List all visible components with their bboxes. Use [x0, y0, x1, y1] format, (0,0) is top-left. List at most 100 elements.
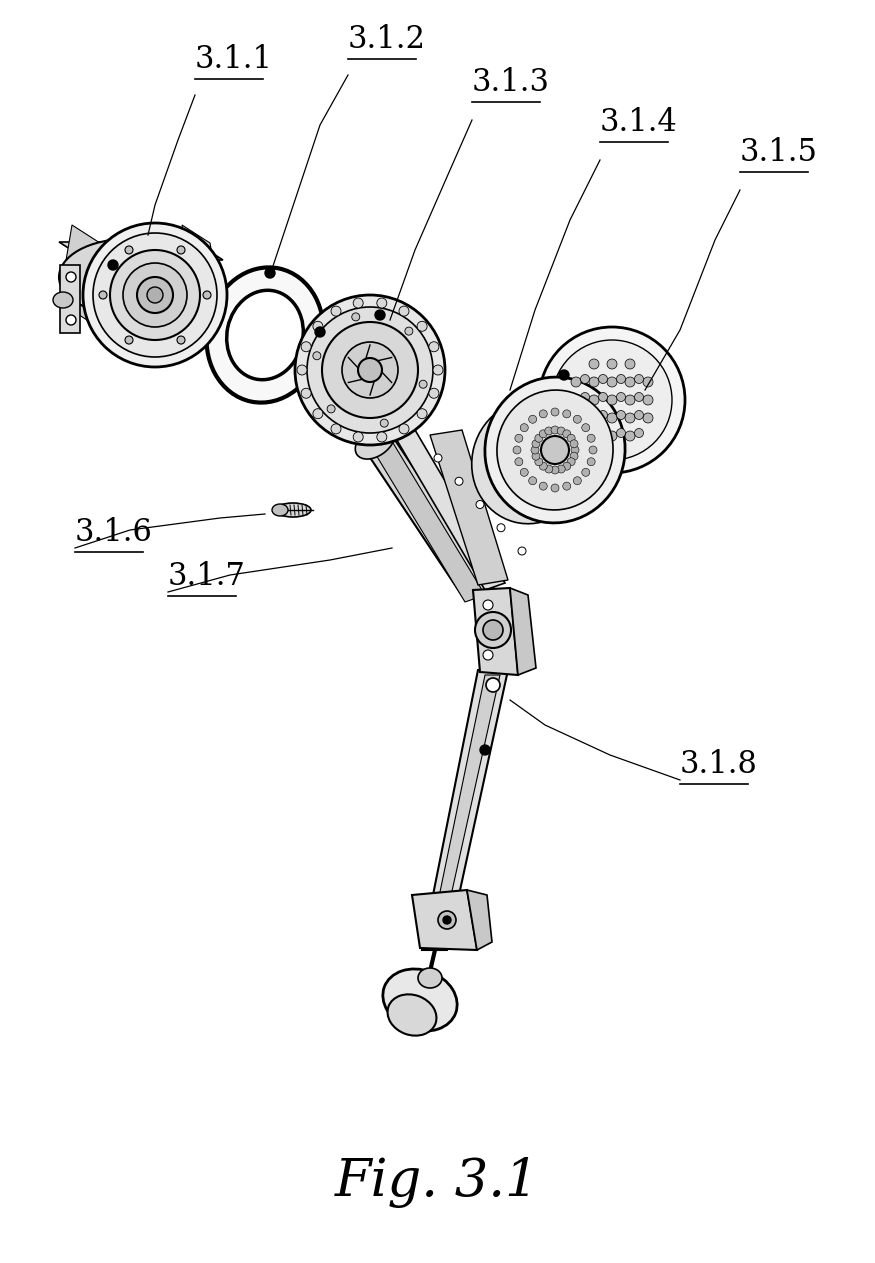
Circle shape: [419, 380, 427, 388]
Circle shape: [557, 465, 565, 474]
Circle shape: [535, 434, 542, 442]
Polygon shape: [412, 890, 477, 950]
Circle shape: [567, 457, 575, 466]
Text: 3.1.5: 3.1.5: [740, 136, 818, 168]
Circle shape: [573, 476, 581, 485]
Text: 3.1.2: 3.1.2: [348, 24, 426, 56]
Circle shape: [563, 462, 570, 470]
Polygon shape: [59, 225, 100, 320]
Circle shape: [381, 419, 388, 427]
Text: 3.1.1: 3.1.1: [195, 44, 273, 75]
Ellipse shape: [53, 292, 73, 308]
Circle shape: [571, 446, 579, 453]
Ellipse shape: [355, 424, 395, 458]
Circle shape: [589, 395, 599, 405]
Circle shape: [625, 359, 635, 369]
Circle shape: [313, 409, 323, 419]
Circle shape: [531, 446, 539, 453]
Circle shape: [587, 434, 595, 442]
Circle shape: [497, 524, 505, 532]
Ellipse shape: [322, 322, 418, 418]
Circle shape: [327, 405, 335, 413]
Text: 3.1.3: 3.1.3: [472, 67, 550, 99]
Circle shape: [480, 745, 490, 755]
Circle shape: [417, 409, 427, 419]
Ellipse shape: [295, 296, 445, 445]
Circle shape: [443, 916, 451, 925]
Circle shape: [331, 306, 341, 316]
Circle shape: [559, 370, 569, 380]
Ellipse shape: [59, 239, 195, 314]
Ellipse shape: [497, 390, 613, 510]
Polygon shape: [59, 242, 223, 260]
Ellipse shape: [110, 250, 200, 340]
Circle shape: [582, 469, 590, 476]
Ellipse shape: [137, 277, 173, 313]
Circle shape: [528, 416, 536, 423]
Circle shape: [567, 434, 575, 442]
Circle shape: [301, 388, 312, 398]
Circle shape: [607, 395, 617, 405]
Ellipse shape: [227, 290, 304, 380]
Circle shape: [607, 431, 617, 441]
Ellipse shape: [539, 327, 685, 474]
Polygon shape: [388, 418, 505, 590]
Circle shape: [598, 375, 607, 384]
Circle shape: [433, 365, 443, 375]
Circle shape: [570, 452, 578, 460]
Circle shape: [405, 327, 413, 335]
Circle shape: [532, 452, 540, 460]
Ellipse shape: [485, 378, 625, 523]
Circle shape: [375, 309, 385, 320]
Circle shape: [177, 246, 185, 254]
Ellipse shape: [541, 436, 569, 464]
Circle shape: [475, 613, 511, 648]
Text: 3.1.6: 3.1.6: [75, 517, 153, 548]
Circle shape: [634, 375, 643, 384]
Circle shape: [617, 428, 626, 437]
Circle shape: [352, 313, 360, 321]
Circle shape: [377, 432, 387, 442]
Circle shape: [377, 298, 387, 308]
Circle shape: [573, 416, 581, 423]
Circle shape: [66, 272, 76, 282]
Polygon shape: [467, 890, 492, 950]
Circle shape: [580, 410, 590, 419]
Circle shape: [589, 376, 599, 386]
Circle shape: [598, 428, 607, 437]
Circle shape: [634, 393, 643, 402]
Text: Fig. 3.1: Fig. 3.1: [335, 1157, 540, 1209]
Circle shape: [539, 410, 547, 418]
Polygon shape: [473, 589, 518, 674]
Circle shape: [587, 457, 595, 466]
Circle shape: [617, 375, 626, 384]
Circle shape: [598, 410, 607, 419]
Circle shape: [429, 388, 439, 398]
Circle shape: [528, 476, 536, 485]
Ellipse shape: [342, 342, 398, 398]
Circle shape: [99, 290, 107, 299]
Circle shape: [545, 465, 553, 474]
Circle shape: [551, 426, 559, 434]
Circle shape: [521, 423, 528, 432]
Circle shape: [513, 446, 521, 453]
Circle shape: [483, 600, 493, 610]
Circle shape: [539, 429, 547, 438]
Circle shape: [301, 342, 312, 351]
Circle shape: [483, 650, 493, 661]
Circle shape: [434, 453, 442, 462]
Circle shape: [429, 342, 439, 351]
Circle shape: [607, 413, 617, 423]
Circle shape: [203, 290, 211, 299]
Circle shape: [643, 395, 653, 405]
Ellipse shape: [388, 994, 437, 1036]
Circle shape: [589, 359, 599, 369]
Circle shape: [634, 428, 643, 437]
Circle shape: [313, 352, 321, 360]
Circle shape: [563, 429, 570, 438]
Ellipse shape: [206, 268, 324, 403]
Circle shape: [545, 427, 553, 434]
Circle shape: [571, 395, 581, 405]
Circle shape: [125, 246, 133, 254]
Text: 3.1.4: 3.1.4: [600, 107, 678, 138]
